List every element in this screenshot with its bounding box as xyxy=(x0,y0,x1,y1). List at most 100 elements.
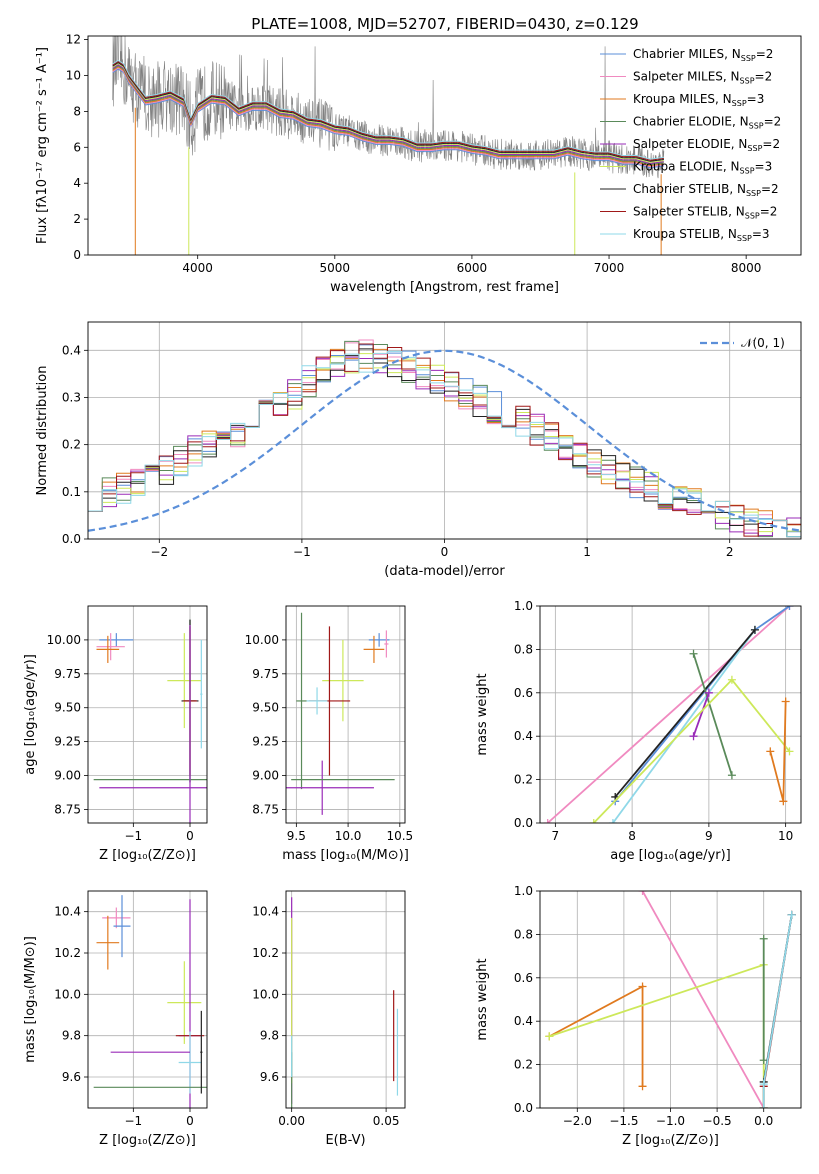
y-tick-label: 0.1 xyxy=(62,485,81,499)
y-tick-label: 9.8 xyxy=(260,1029,279,1043)
weight-marker xyxy=(759,1056,768,1065)
legend: Chabrier MILES, NSSP=2 Salpeter MILES, NS… xyxy=(600,47,781,243)
x-tick-label: −2.0 xyxy=(563,1114,592,1128)
x-tick-label: 2 xyxy=(726,545,734,559)
legend-label-rest: =3 xyxy=(747,92,765,106)
plot-area xyxy=(93,619,207,823)
errorbar-point xyxy=(322,639,364,722)
weight-marker xyxy=(704,688,713,697)
y-axis-label: age [log₁₀(age/yr)] xyxy=(23,654,38,775)
legend-label: Kroupa STELIB, NSSP=3 xyxy=(633,227,770,243)
x-tick-label: 9.5 xyxy=(287,829,306,843)
weight-line-salpeter-miles xyxy=(641,891,765,1108)
plot-area xyxy=(545,891,796,1108)
weight-line-chabrier-miles xyxy=(614,606,791,802)
model-kroupa-stelib xyxy=(112,59,664,160)
errorbar-point xyxy=(306,687,328,715)
errorbar-point xyxy=(200,639,203,749)
legend-subscript: SSP xyxy=(740,167,755,176)
y-tick-label: 8.75 xyxy=(252,802,279,816)
panel-spectrum: 4000 5000 6000 7000 8000 0 2 4 6 8 10 12 wavelength … xyxy=(35,33,802,295)
errorbar-point xyxy=(363,635,385,663)
model-kroupa-miles xyxy=(112,66,664,167)
y-tick-label: 0.4 xyxy=(514,729,533,743)
weight-marker xyxy=(759,1080,768,1089)
y-tick-label: 9.6 xyxy=(62,1070,81,1084)
legend-subscript: SSP xyxy=(745,212,760,221)
x-tick-label: −1 xyxy=(124,829,142,843)
x-tick-label: 1 xyxy=(583,545,591,559)
legend-subscript: SSP xyxy=(747,144,762,153)
legend-label: Kroupa MILES, NSSP=3 xyxy=(633,92,764,108)
axes-frame xyxy=(539,605,802,824)
panel-weight_vs_age: 7 8 9 10 0.0 0.2 0.4 0.6 0.8 1.0 age [log₁₀(age/yr… xyxy=(475,599,802,863)
errorbar-point xyxy=(286,760,374,815)
y-tick-label: 0.4 xyxy=(62,343,81,357)
x-tick-label: 10 xyxy=(778,829,793,843)
axes-frame xyxy=(285,605,406,824)
legend-label-rest: =2 xyxy=(760,205,778,219)
y-axis-label: mass weight xyxy=(475,673,490,755)
weight-marker xyxy=(589,819,598,823)
panel-weight_vs_Z: −2.0 −1.5 −1.0 −0.5 0.0 0.0 0.2 0.4 0.6 0.8 1.0 Z [… xyxy=(475,884,802,1148)
weight-line-kroupa-stelib xyxy=(612,629,756,823)
legend-subscript: SSP xyxy=(741,54,756,63)
x-tick-label: −1 xyxy=(293,545,311,559)
y-tick-label: 10.4 xyxy=(252,905,279,919)
y-tick-label: 12 xyxy=(66,33,81,47)
x-tick-label: −0.5 xyxy=(703,1114,732,1128)
axes-frame xyxy=(87,890,208,1109)
weight-line-chabrier-elodie xyxy=(692,653,733,776)
errorbar-point xyxy=(99,624,207,823)
axes-frame xyxy=(285,890,406,1109)
x-axis-label: Z [log₁₀(Z/Z⊙)] xyxy=(622,1133,719,1148)
errorbar-point xyxy=(113,895,131,958)
plot-area xyxy=(88,339,801,538)
legend: 𝒩(0, 1) xyxy=(700,336,785,350)
y-tick-label: 10.00 xyxy=(47,633,81,647)
model-chabrier-elodie xyxy=(112,65,664,166)
legend-label: Chabrier MILES, NSSP=2 xyxy=(633,47,773,63)
y-tick-label: 0.6 xyxy=(514,686,533,700)
panel-age_vs_mass: 9.5 10.0 10.5 8.75 9.00 9.25 9.50 9.75 10.00 mass… xyxy=(245,605,413,863)
legend-label: Salpeter ELODIE, NSSP=2 xyxy=(633,137,780,153)
axes-frame xyxy=(539,890,802,1109)
weight-marker xyxy=(779,797,788,806)
weight-line-salpeter-miles xyxy=(547,606,791,823)
x-tick-label: 10.5 xyxy=(386,829,413,843)
errorbar-point xyxy=(96,635,120,663)
weight-marker xyxy=(608,819,617,823)
errorbar-point xyxy=(384,630,389,658)
x-tick-label: 8000 xyxy=(731,261,762,275)
y-tick-label: 0 xyxy=(73,248,81,262)
plot-area xyxy=(112,36,665,255)
legend-label-rest: =2 xyxy=(764,115,782,129)
y-tick-label: 0.2 xyxy=(62,438,81,452)
y-axis-label: Normed distribution xyxy=(35,366,50,496)
errorbar-point xyxy=(200,1010,203,1094)
panel-residual_hist: −2 −1 0 1 2 0.0 0.1 0.2 0.3 0.4 (data-model)/error… xyxy=(35,321,802,579)
y-tick-label: 0.0 xyxy=(514,1101,533,1115)
y-tick-label: 10.00 xyxy=(245,633,279,647)
legend-subscript: SSP xyxy=(746,189,761,198)
histogram-kroupa-stelib xyxy=(88,350,801,538)
normal-curve xyxy=(88,349,801,532)
y-tick-label: 0.0 xyxy=(514,816,533,830)
x-axis-label: Z [log₁₀(Z/Z⊙)] xyxy=(99,848,196,863)
x-tick-label: 4000 xyxy=(182,261,213,275)
errorbar-point xyxy=(178,1031,202,1094)
y-tick-label: 9.25 xyxy=(54,735,81,749)
legend-label-rest: =2 xyxy=(755,70,773,84)
y-tick-label: 9.50 xyxy=(252,701,279,715)
y-tick-label: 10.2 xyxy=(252,946,279,960)
legend-subscript: SSP xyxy=(737,234,752,243)
x-tick-label: 0.0 xyxy=(754,1114,773,1128)
panel-age_vs_Z: −1 0 8.75 9.00 9.25 9.50 9.75 10.00 Z [log₁₀(Z/Z… xyxy=(23,605,208,863)
weight-marker xyxy=(689,649,698,658)
weight-marker xyxy=(727,675,736,684)
histogram-salpeter-stelib xyxy=(88,343,801,537)
y-tick-label: 0.8 xyxy=(514,927,533,941)
legend-subscript: SSP xyxy=(732,99,747,108)
x-tick-label: 6000 xyxy=(457,261,488,275)
